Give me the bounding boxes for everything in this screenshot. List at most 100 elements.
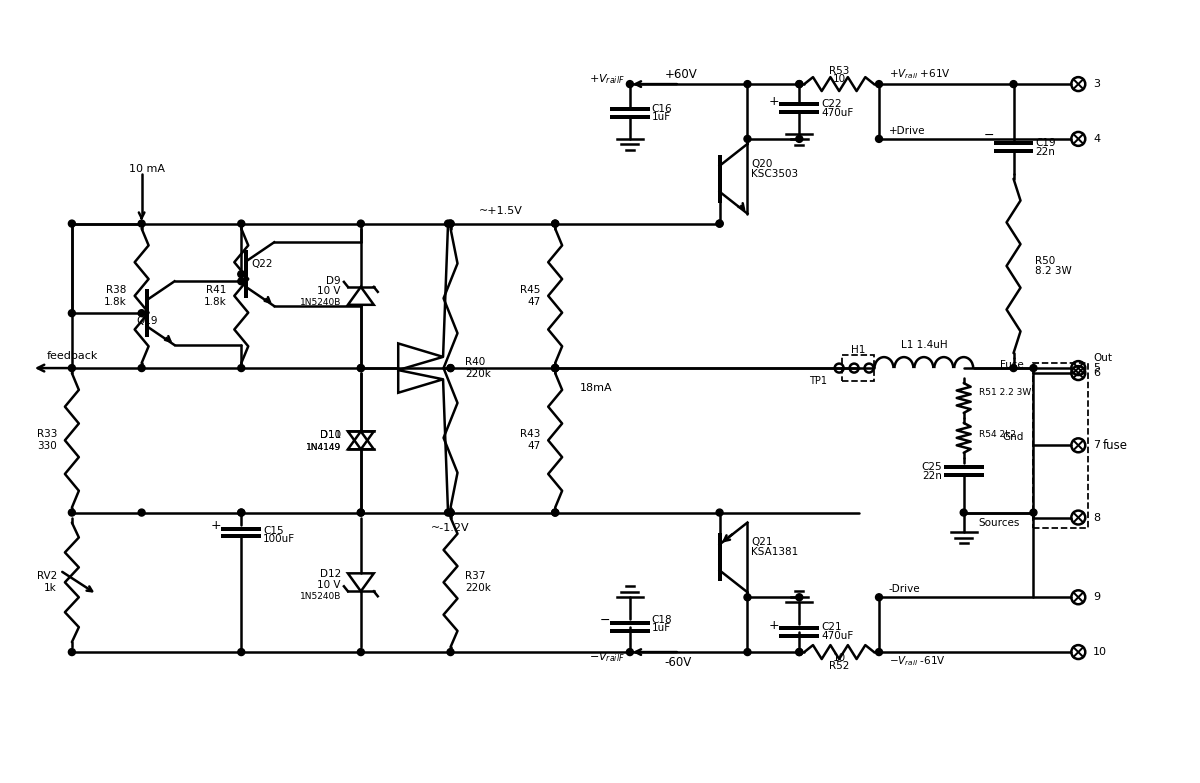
Text: C15: C15 — [263, 525, 284, 536]
Circle shape — [448, 220, 454, 227]
Text: R38: R38 — [107, 285, 127, 295]
Text: +60V: +60V — [665, 67, 697, 81]
Bar — [842, 355, 874, 381]
Text: 22n: 22n — [1036, 147, 1055, 157]
Circle shape — [716, 509, 724, 516]
Text: 3: 3 — [1093, 79, 1100, 89]
Circle shape — [744, 594, 751, 601]
Text: 4: 4 — [1093, 134, 1100, 144]
Text: +: + — [211, 519, 222, 532]
Text: 470uF: 470uF — [821, 631, 853, 641]
Text: 1k: 1k — [44, 583, 56, 594]
Circle shape — [358, 509, 365, 516]
Circle shape — [796, 648, 803, 655]
Circle shape — [1010, 81, 1018, 88]
Text: $-V_{railF}$: $-V_{railF}$ — [589, 650, 625, 664]
Circle shape — [552, 365, 559, 372]
Text: 10 V: 10 V — [318, 580, 341, 590]
Circle shape — [138, 220, 145, 227]
Text: 100uF: 100uF — [263, 535, 295, 544]
Text: fuse: fuse — [1103, 438, 1128, 452]
Text: C18: C18 — [652, 615, 672, 625]
Circle shape — [716, 220, 724, 227]
Text: Gnd: Gnd — [1002, 432, 1024, 442]
Circle shape — [744, 135, 751, 143]
Circle shape — [626, 81, 634, 88]
Circle shape — [876, 81, 882, 88]
Text: R50: R50 — [1036, 256, 1056, 266]
Circle shape — [138, 310, 145, 316]
Text: 47: 47 — [527, 442, 540, 451]
Text: ~-1.2V: ~-1.2V — [431, 522, 470, 532]
Text: +: + — [769, 619, 780, 632]
Text: −: − — [983, 129, 994, 143]
Text: C21: C21 — [821, 622, 842, 632]
Circle shape — [1030, 509, 1037, 516]
Circle shape — [744, 648, 751, 655]
Text: 6: 6 — [1093, 368, 1100, 378]
Text: -60V: -60V — [665, 655, 692, 669]
Text: Sources: Sources — [979, 518, 1020, 528]
Circle shape — [444, 509, 451, 516]
Circle shape — [448, 509, 454, 516]
Text: D12: D12 — [319, 569, 341, 579]
Text: 10: 10 — [833, 74, 846, 84]
Text: feedback: feedback — [47, 351, 98, 361]
Circle shape — [68, 648, 76, 655]
Text: R40: R40 — [466, 357, 486, 367]
Text: Q20: Q20 — [751, 159, 773, 169]
Text: $+V_{railF}$: $+V_{railF}$ — [589, 72, 625, 86]
Text: 1uF: 1uF — [652, 112, 671, 122]
Circle shape — [552, 220, 559, 227]
Circle shape — [448, 220, 454, 227]
Text: 47: 47 — [527, 297, 540, 307]
Text: Out: Out — [1093, 353, 1112, 363]
Text: 8: 8 — [1093, 513, 1100, 522]
Text: Fuse: Fuse — [1000, 360, 1024, 370]
Circle shape — [552, 365, 559, 372]
Text: 10: 10 — [1093, 647, 1108, 657]
Circle shape — [238, 509, 245, 516]
Circle shape — [448, 648, 454, 655]
Circle shape — [238, 278, 245, 285]
Text: 7: 7 — [1093, 440, 1100, 450]
Circle shape — [716, 220, 724, 227]
Circle shape — [238, 509, 245, 516]
Text: H1: H1 — [851, 345, 865, 355]
Circle shape — [448, 509, 454, 516]
Circle shape — [552, 220, 559, 227]
Circle shape — [796, 135, 803, 143]
Text: C25: C25 — [922, 462, 942, 471]
Text: 1uF: 1uF — [652, 623, 671, 633]
Circle shape — [796, 594, 803, 601]
Circle shape — [552, 509, 559, 516]
Text: 18mA: 18mA — [580, 383, 613, 393]
Circle shape — [796, 648, 803, 655]
Circle shape — [626, 648, 634, 655]
Text: R37: R37 — [466, 572, 486, 581]
Circle shape — [358, 365, 365, 372]
Text: KSC3503: KSC3503 — [751, 169, 798, 179]
Text: D9: D9 — [326, 276, 341, 286]
Text: 1N5240B: 1N5240B — [300, 298, 341, 307]
Text: 1.8k: 1.8k — [204, 297, 227, 307]
Text: R52: R52 — [829, 661, 850, 671]
Text: TP1: TP1 — [809, 376, 827, 386]
Text: 10 mA: 10 mA — [128, 164, 164, 174]
Text: 1N4149: 1N4149 — [306, 443, 341, 452]
Circle shape — [1030, 365, 1037, 372]
Text: $-V_{rail}$ -61V: $-V_{rail}$ -61V — [889, 654, 946, 668]
Text: 1.8k: 1.8k — [104, 297, 127, 307]
Circle shape — [358, 648, 365, 655]
Circle shape — [796, 81, 803, 88]
Text: Q19: Q19 — [137, 316, 158, 327]
Text: RV2: RV2 — [37, 572, 56, 581]
Text: D10: D10 — [319, 431, 341, 440]
Text: C16: C16 — [652, 104, 672, 114]
Circle shape — [448, 509, 454, 516]
Text: −: − — [600, 614, 611, 626]
Text: Q21: Q21 — [751, 537, 773, 547]
Circle shape — [876, 594, 882, 601]
Text: -Drive: -Drive — [889, 584, 920, 594]
Text: 1N5240B: 1N5240B — [300, 592, 341, 601]
